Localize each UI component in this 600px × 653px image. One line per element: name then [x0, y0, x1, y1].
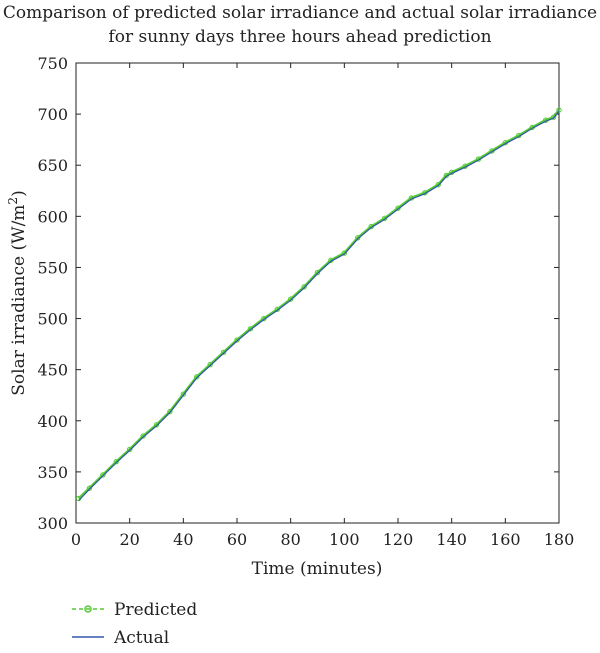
x-tick-label: 160 — [490, 530, 521, 549]
x-axis-ticks: 0 20 40 60 80 100 120 140 160 180 — [71, 63, 574, 549]
series-predicted-point — [100, 472, 106, 478]
series-predicted-point — [314, 269, 321, 276]
series-predicted-point — [550, 114, 557, 120]
series-predicted-point — [126, 446, 133, 453]
series-predicted-point — [194, 374, 200, 380]
x-tick-label: 140 — [436, 530, 467, 549]
y-tick-label: 750 — [37, 54, 68, 73]
x-tick-label: 0 — [71, 530, 81, 549]
y-tick-label: 550 — [37, 258, 68, 277]
x-tick-label: 80 — [280, 530, 300, 549]
series-predicted-point — [355, 235, 361, 241]
x-tick-label: 120 — [383, 530, 414, 549]
series-predicted-point — [180, 391, 187, 397]
series-predicted-point — [234, 337, 240, 343]
y-axis-label-main: Solar irradiance (W/m — [9, 205, 29, 396]
x-tick-label: 40 — [173, 530, 193, 549]
y-axis-label-sup: 2 — [6, 197, 20, 205]
legend-actual-label: Actual — [113, 628, 169, 648]
y-tick-label: 450 — [37, 361, 68, 380]
series-layer — [75, 107, 562, 502]
legend-predicted-marker — [84, 605, 92, 613]
y-tick-label: 400 — [37, 412, 68, 431]
y-axis-label: Solar irradiance (W/m2) — [6, 190, 29, 395]
series-predicted-point — [86, 485, 93, 491]
y-tick-label: 500 — [37, 310, 68, 329]
series-predicted-point — [301, 284, 307, 290]
x-tick-label: 100 — [329, 530, 360, 549]
series-predicted-point — [341, 250, 348, 256]
y-tick-label: 600 — [37, 207, 68, 226]
series-predicted-point — [140, 433, 146, 439]
series-predicted-point — [287, 296, 294, 302]
series-actual-line — [78, 110, 560, 501]
series-predicted-point — [220, 349, 227, 355]
plot-area — [75, 62, 560, 524]
series-predicted-point — [556, 107, 562, 113]
y-axis-label-tail: ) — [9, 190, 29, 197]
y-tick-label: 650 — [37, 156, 68, 175]
legend: Predicted Actual — [72, 600, 197, 648]
y-tick-label: 300 — [37, 514, 68, 533]
x-axis-label: Time (minutes) — [252, 559, 383, 579]
series-predicted-line — [77, 109, 561, 500]
series-predicted-point — [113, 458, 119, 465]
x-tick-label: 180 — [544, 530, 575, 549]
x-tick-label: 60 — [227, 530, 247, 549]
y-tick-label: 700 — [37, 105, 68, 124]
y-tick-label: 350 — [37, 463, 68, 482]
series-predicted-point — [207, 361, 213, 368]
chart-title-line-1: Comparison of predicted solar irradiance… — [3, 3, 597, 23]
legend-predicted-label: Predicted — [114, 600, 197, 620]
series-predicted-point — [153, 422, 160, 428]
chart-title-line-2: for sunny days three hours ahead predict… — [108, 27, 491, 47]
y-axis-ticks: 300 350 400 450 500 550 600 650 700 750 — [37, 54, 559, 533]
series-predicted-point — [167, 408, 173, 415]
x-tick-label: 20 — [119, 530, 139, 549]
series-predicted-point — [435, 181, 441, 188]
